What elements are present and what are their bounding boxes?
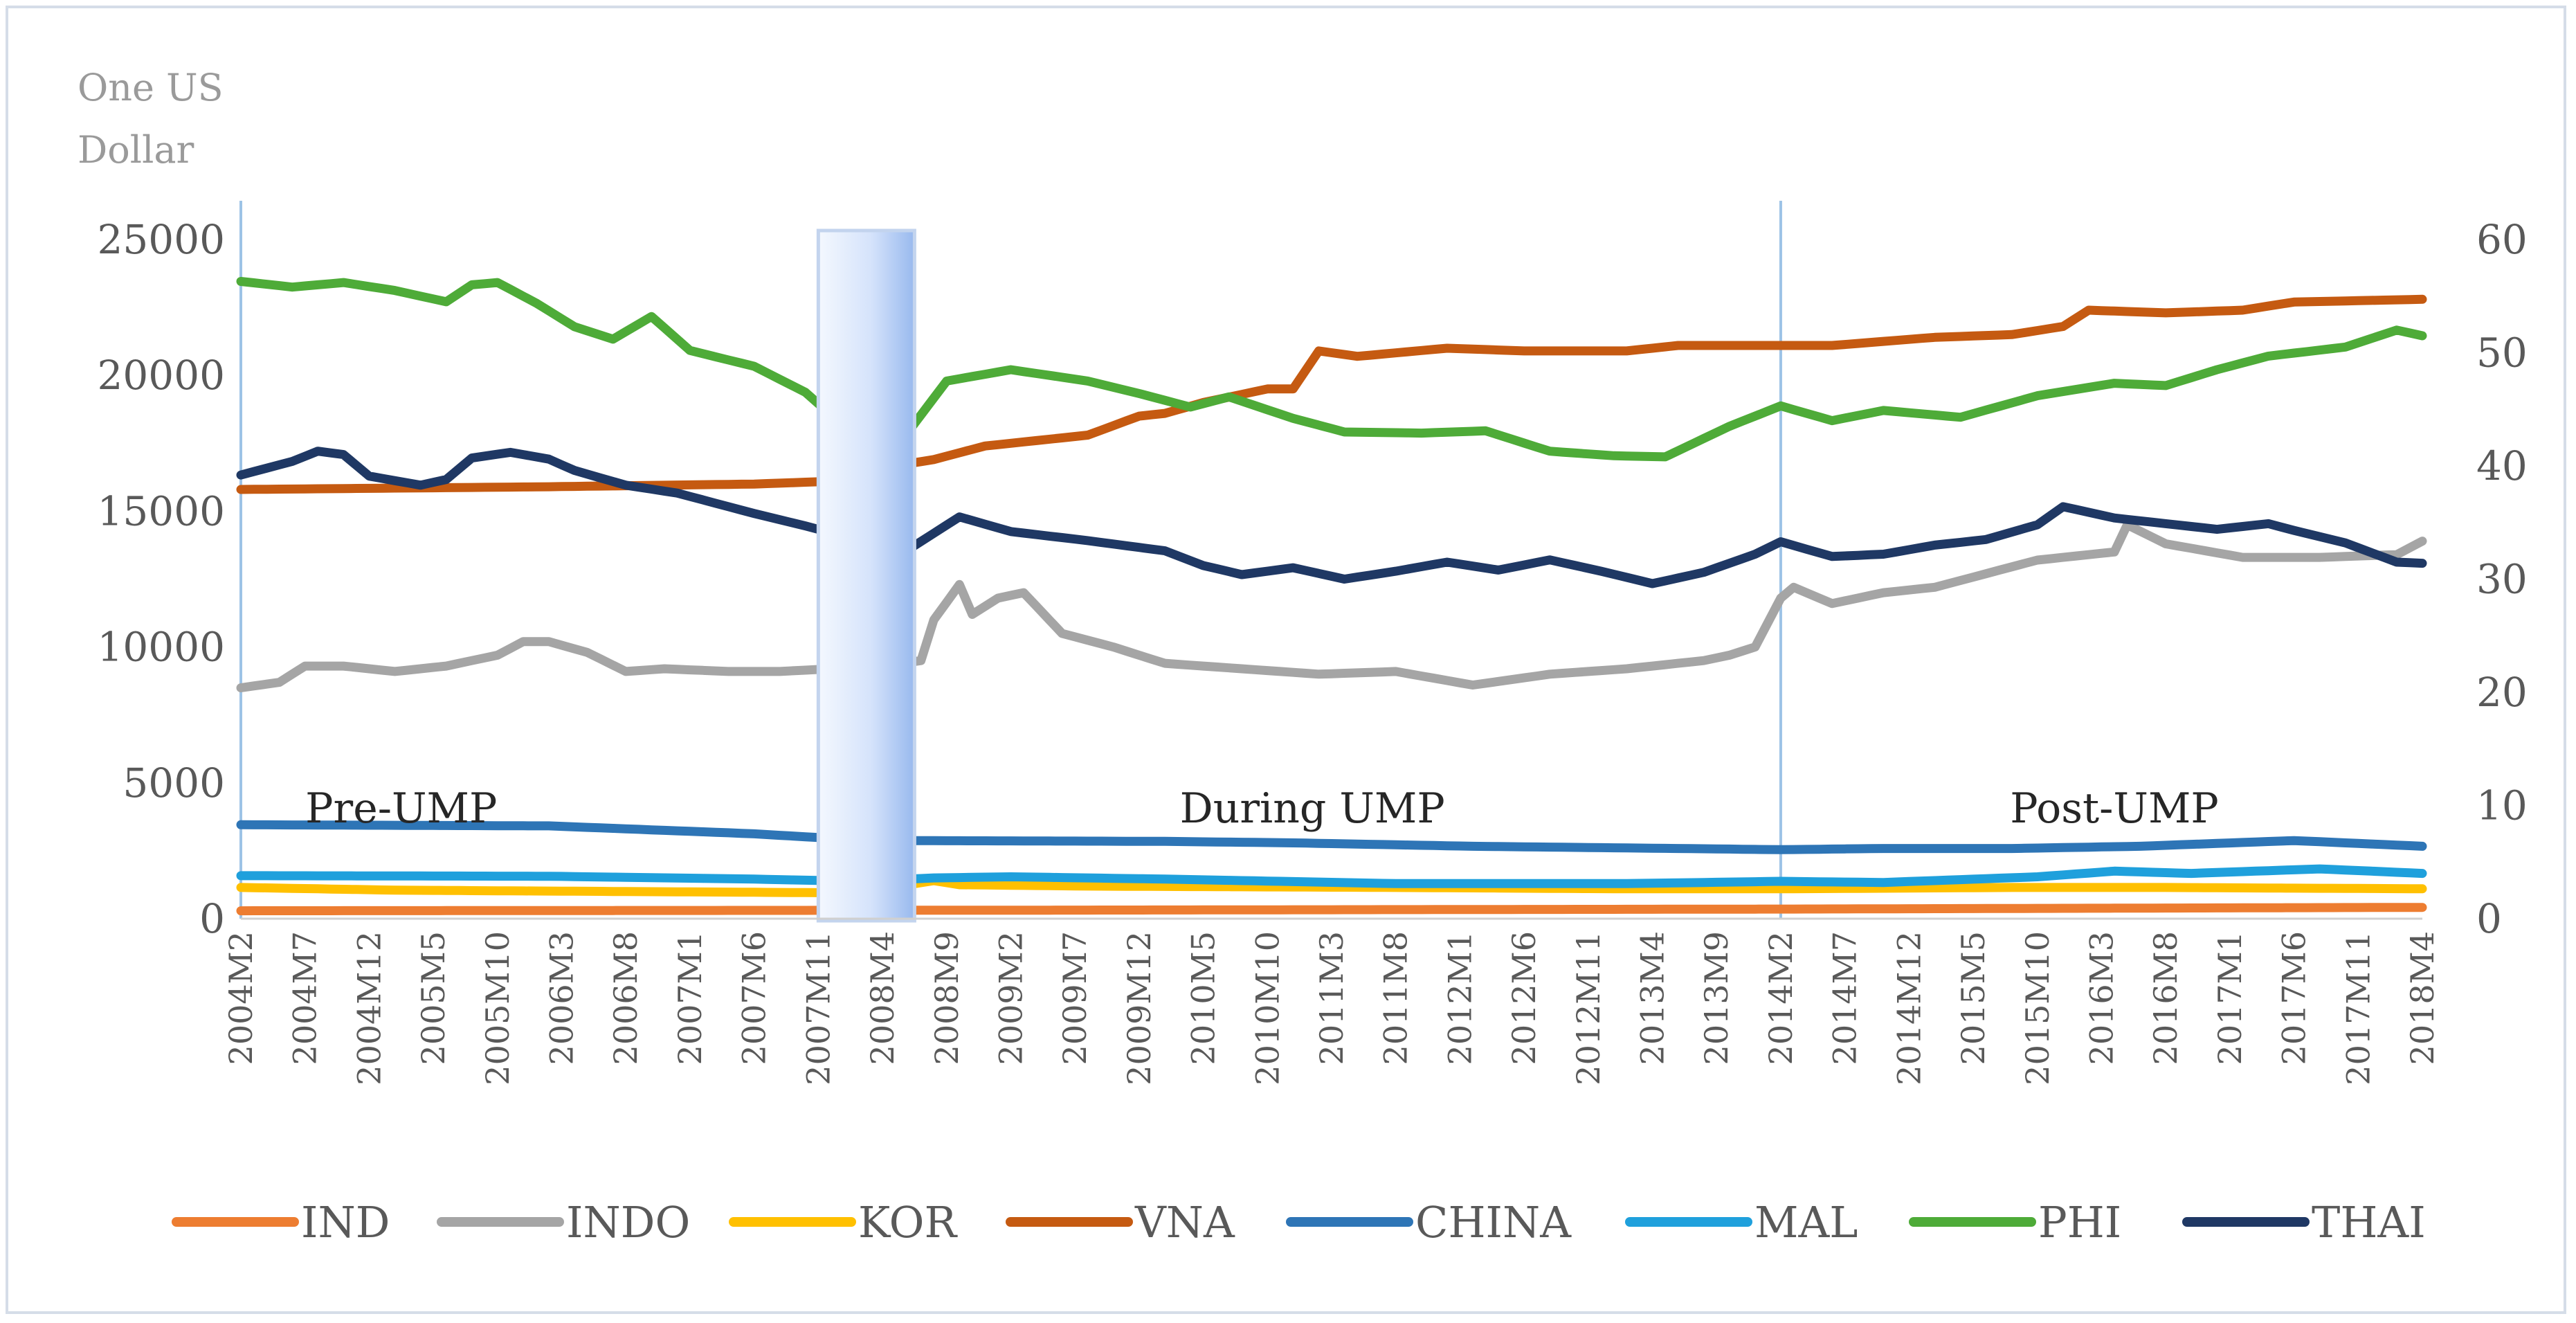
y-right-tick-label: 10 [2476,782,2528,829]
y-axis-left: 25000 20000 15000 10000 5000 0 [97,216,225,942]
legend-label-phi: PHI [2038,1197,2121,1248]
y-right-tick-label: 20 [2476,669,2528,716]
x-tick-label: 2011M3 [1313,931,1350,1065]
x-tick-label: 2018M4 [2404,931,2441,1065]
x-tick-label: 2011M8 [1377,931,1415,1065]
legend: IND INDO KOR VNA CHINA MAL PHI THAI [172,1197,2426,1248]
legend-label-thai: THAI [2312,1197,2426,1248]
series-line-mal [236,864,2427,888]
x-tick-label: 2004M12 [350,931,388,1086]
x-tick-label: 2017M1 [2211,931,2249,1065]
x-tick-label: 2014M12 [1890,931,1928,1086]
x-tick-label: 2017M6 [2276,931,2313,1065]
x-tick-label: 2009M2 [992,931,1030,1065]
x-tick-label: 2014M2 [1762,931,1799,1065]
x-tick-label: 2009M12 [1121,931,1158,1086]
y-left-tick-label: 25000 [97,216,225,263]
x-tick-label: 2017M11 [2339,931,2377,1086]
x-tick-label: 2015M5 [1954,931,1992,1065]
series-line-ind [236,903,2427,916]
legend-label-ind: IND [301,1197,390,1248]
x-tick-label: 2012M6 [1505,931,1543,1065]
x-tick-label: 2013M9 [1698,931,1735,1065]
phase-dividers [239,201,1782,919]
y-right-tick-label: 50 [2476,330,2528,377]
unit-label-line2: Dollar [78,128,194,172]
series-line-vna [236,294,2427,494]
series-line-phi [236,277,2427,462]
x-tick-label: 2010M5 [1185,931,1222,1065]
x-tick-label: 2012M11 [1570,931,1607,1086]
phase-label: Pre-UMP [305,784,497,833]
x-tick-label: 2005M10 [479,931,516,1086]
x-tick-label: 2005M5 [415,931,452,1065]
x-tick-label: 2004M7 [287,931,324,1065]
chart-frame [6,6,2566,1314]
phase-labels: Pre-UMP During UMP Post-UMP [305,784,2219,833]
shaded-band-rect [816,228,916,923]
x-tick-label: 2008M9 [928,931,965,1065]
legend-label-kor: KOR [858,1197,958,1248]
y-right-tick-label: 0 [2476,895,2502,942]
y-left-tick-label: 10000 [97,624,225,671]
legend-label-indo: INDO [566,1197,690,1248]
y-axis-right: 60 50 40 30 20 10 0 [2476,216,2528,942]
y-left-tick-label: 0 [199,895,225,942]
legend-label-china: CHINA [1415,1197,1572,1248]
x-tick-label: 2010M10 [1249,931,1286,1086]
legend-label-vna: VNA [1134,1197,1235,1248]
x-tick-label: 2007M1 [671,931,709,1065]
phase-label: During UMP [1180,784,1445,833]
series-line-china [236,820,2427,854]
x-tick-label: 2006M8 [607,931,644,1065]
x-axis: 2004M2 2004M7 2004M12 2005M5 2005M10 2006M3 20… [222,917,2441,1086]
phase-label: Post-UMP [2010,784,2219,833]
x-tick-label: 2007M6 [736,931,773,1065]
series-line-thai [236,447,2427,588]
x-tick-label: 2004M2 [222,931,260,1065]
y-left-tick-label: 5000 [123,759,225,807]
legend-label-mal: MAL [1754,1197,1858,1248]
y-right-tick-label: 40 [2476,442,2528,489]
x-tick-label: 2016M8 [2147,931,2184,1065]
series-line-indo [236,520,2427,692]
x-tick-label: 2016M3 [2083,931,2121,1065]
unit-label-line1: One US [78,66,224,109]
x-tick-label: 2008M4 [864,931,901,1065]
x-tick-label: 2012M1 [1441,931,1478,1065]
x-tick-label: 2006M3 [543,931,581,1065]
y-right-tick-label: 30 [2476,556,2528,603]
x-tick-label: 2007M11 [799,931,837,1086]
x-tick-label: 2013M4 [1634,931,1671,1065]
x-tick-label: 2014M7 [1826,931,1864,1065]
y-right-tick-label: 60 [2476,216,2528,263]
shaded-band [816,228,916,923]
y-left-tick-label: 15000 [97,487,225,534]
series-lines [236,277,2427,916]
series-line-kor [236,876,2427,898]
x-tick-label: 2009M7 [1056,931,1094,1065]
x-tick-label: 2015M10 [2019,931,2056,1086]
y-left-tick-label: 20000 [97,352,225,399]
